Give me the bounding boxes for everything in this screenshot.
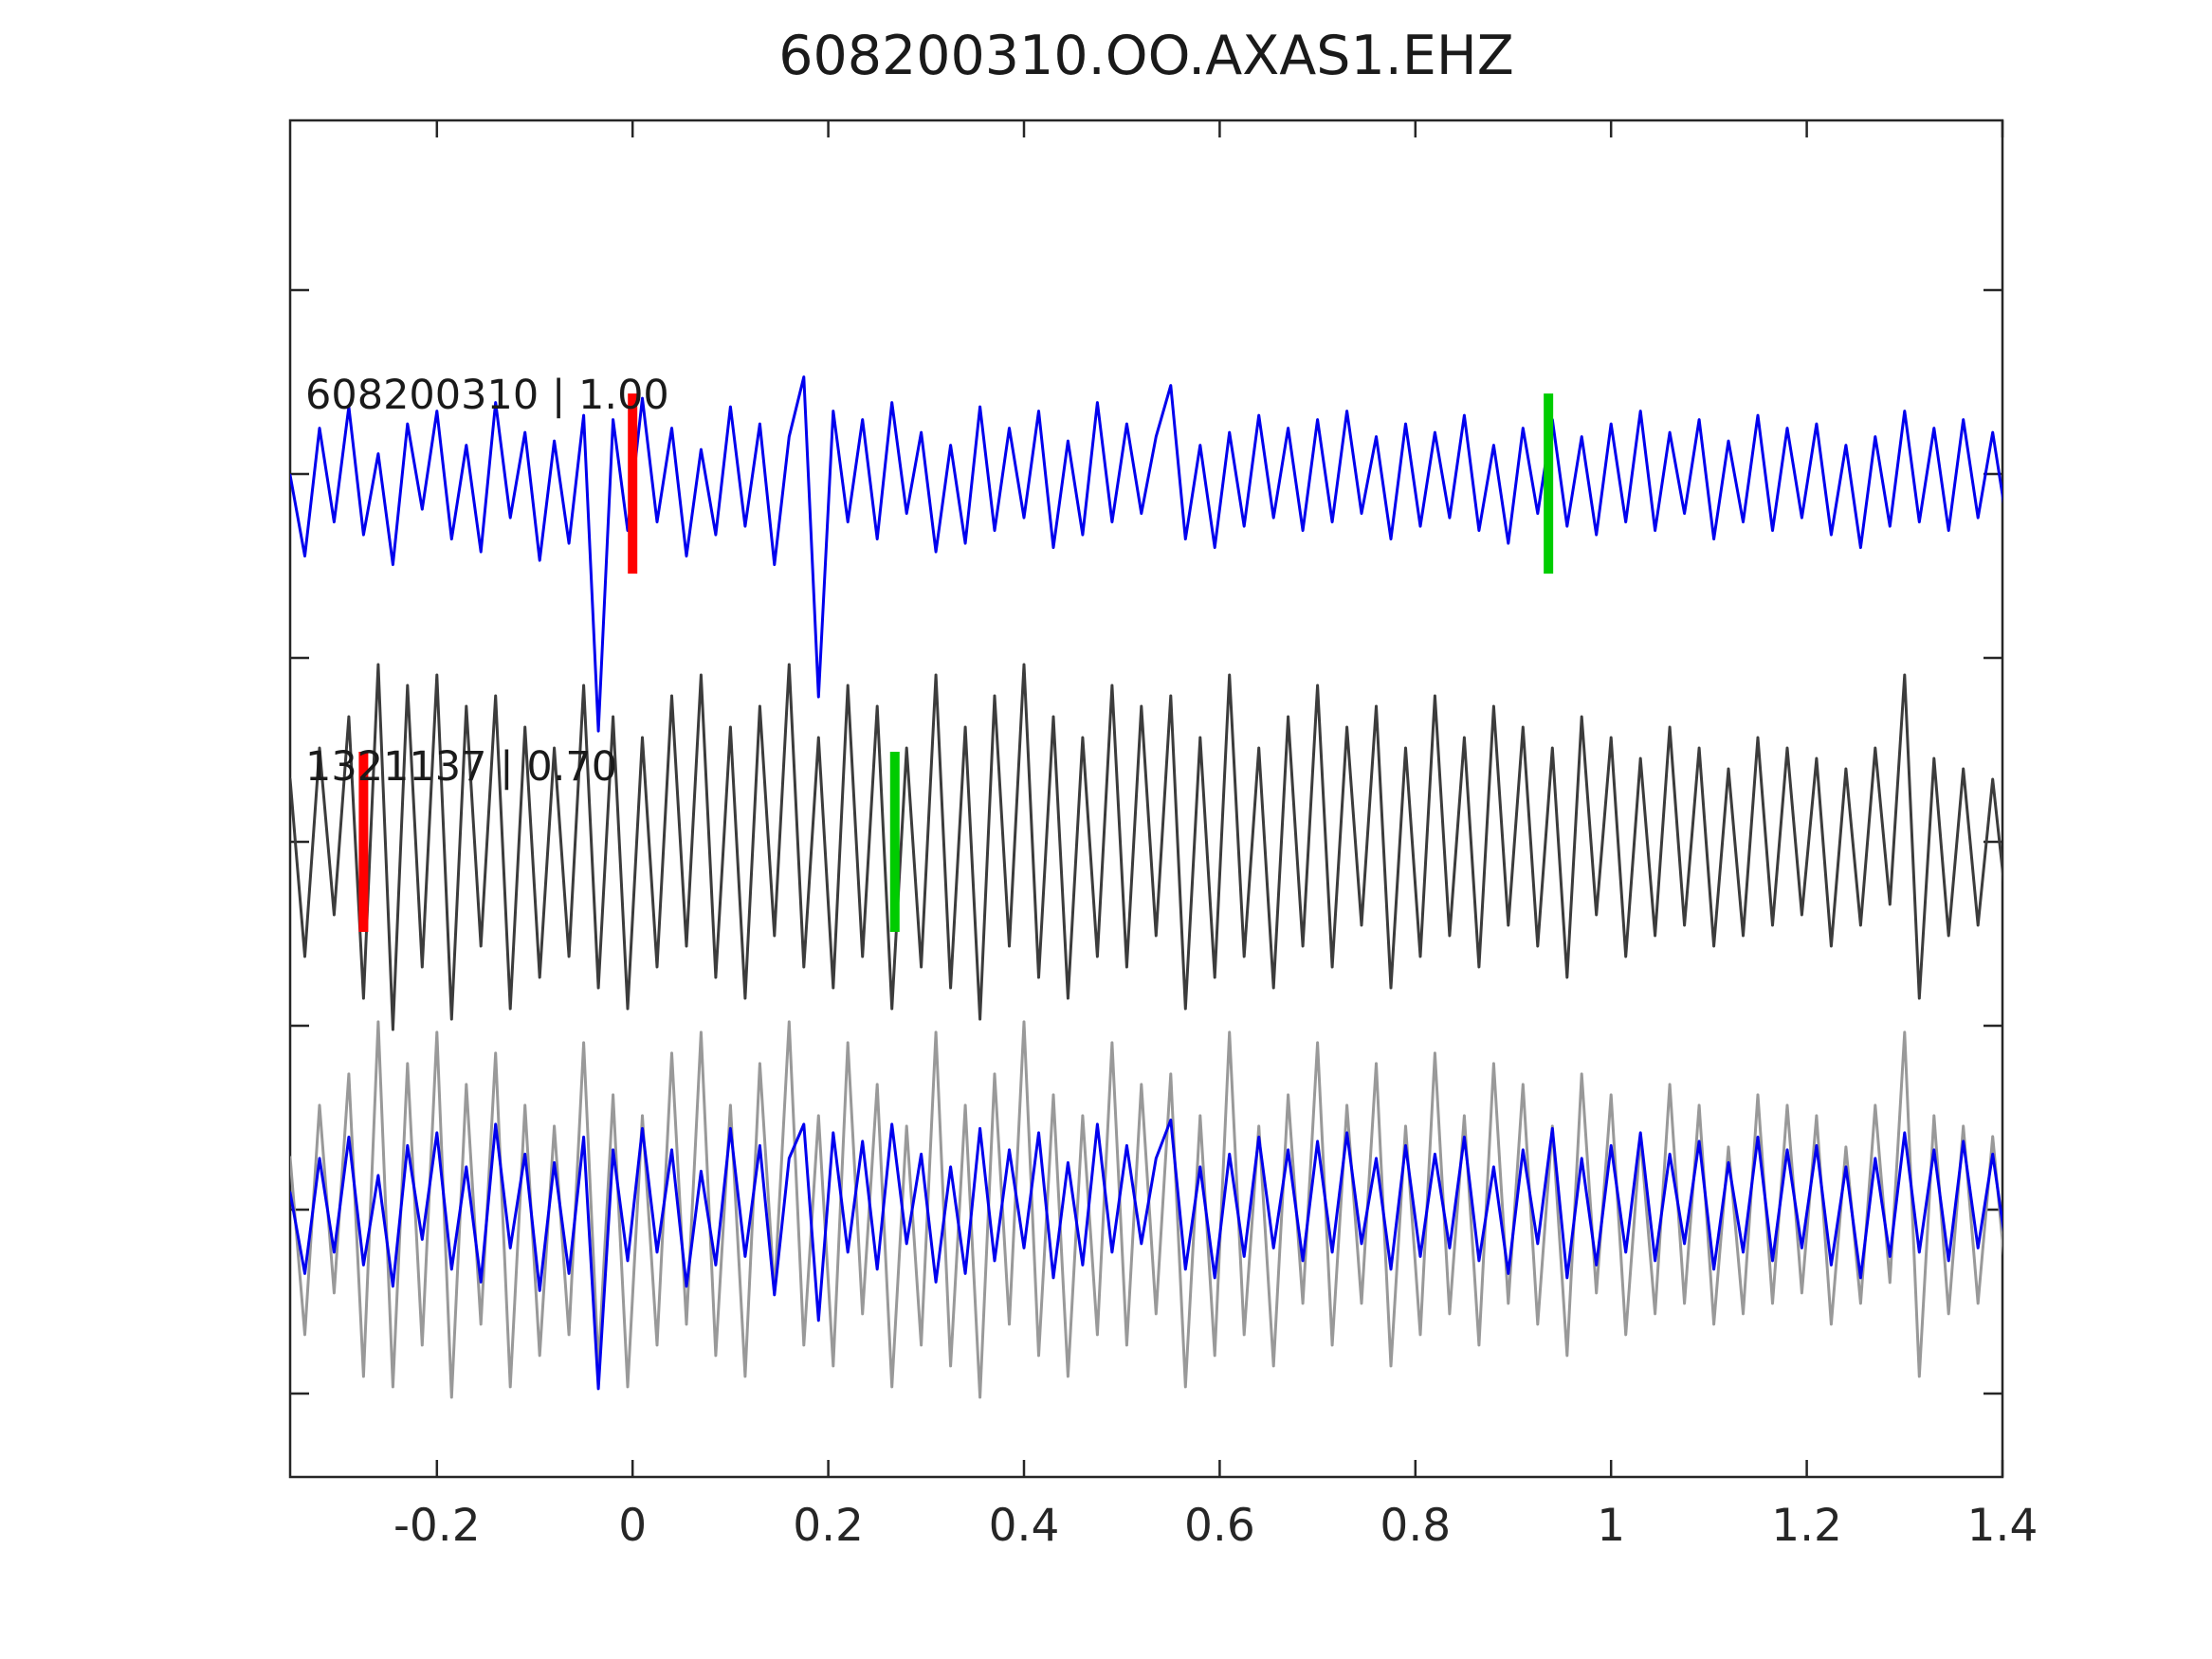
trace-overlay-detection	[290, 1118, 2002, 1391]
plot-title: 608200310.OO.AXAS1.EHZ	[778, 25, 1514, 87]
x-tick-label: 1.2	[1771, 1500, 1842, 1552]
x-tick-label: 1	[1597, 1500, 1626, 1552]
trace-detection	[290, 375, 2002, 733]
x-tick-label: 1.4	[1966, 1500, 2038, 1552]
x-tick-label: 0.8	[1380, 1500, 1452, 1552]
trace-template	[290, 663, 2002, 1031]
x-tick-label: 0.6	[1184, 1500, 1255, 1552]
plot-border	[288, 118, 2004, 1479]
template-trace-label: 1321137 | 0.70	[305, 743, 618, 791]
x-tick-label: 0	[618, 1500, 648, 1552]
x-tick-label: 0.2	[793, 1500, 864, 1552]
x-tick-label: 0.4	[988, 1500, 1060, 1552]
x-tick-label: -0.2	[393, 1500, 481, 1552]
detection-trace-label: 608200310 | 1.00	[305, 372, 669, 419]
